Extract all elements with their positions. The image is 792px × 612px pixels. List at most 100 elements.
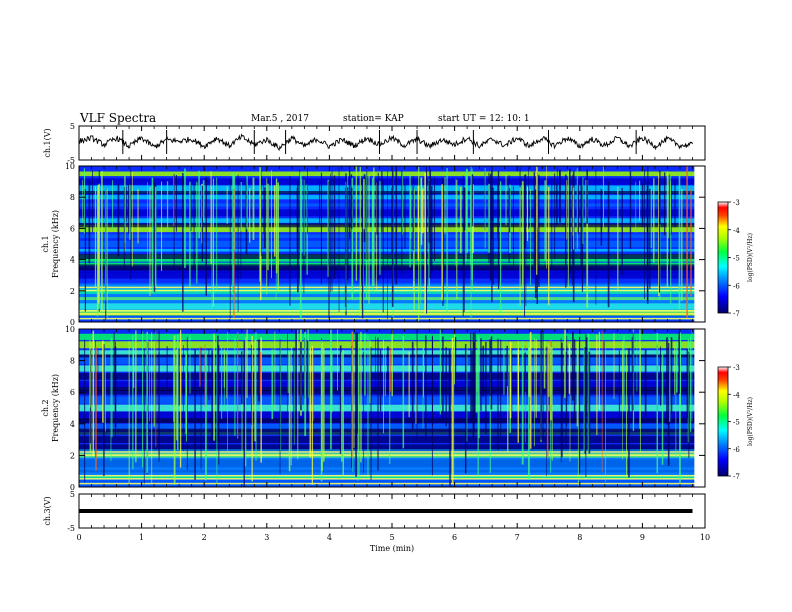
frequency-band [79, 309, 705, 316]
sferic-streak [259, 351, 262, 395]
y-tick-label: 5 [70, 122, 75, 131]
sferic-streak [678, 331, 680, 394]
sferic-streak [382, 180, 384, 313]
sferic-streak [389, 350, 391, 465]
sferic-streak [521, 341, 524, 465]
sferic-streak [304, 331, 307, 436]
sferic-streak [580, 176, 582, 270]
sferic-streak [669, 181, 671, 230]
sferic-streak [548, 186, 550, 306]
sferic-streak [678, 175, 681, 310]
sferic-streak [133, 346, 135, 388]
sferic-streak [674, 342, 676, 395]
sferic-streak [313, 347, 315, 421]
sferic-streak [289, 175, 291, 306]
sferic-streak [106, 188, 108, 318]
sferic-streak [441, 184, 443, 301]
sferic-streak [88, 181, 91, 264]
sferic-streak [196, 181, 198, 284]
sferic-streak [658, 172, 660, 297]
sferic-streak [560, 337, 562, 463]
sferic-streak [529, 332, 532, 449]
sferic-streak [497, 338, 499, 451]
sferic-streak [83, 168, 85, 234]
sferic-streak [511, 348, 513, 418]
sferic-streak [667, 342, 670, 467]
y-tick-label: 8 [70, 193, 75, 202]
sferic-streak [555, 182, 557, 227]
sferic-streak [459, 186, 462, 254]
data-gap [694, 329, 705, 487]
sferic-streak [288, 351, 291, 472]
sferic-streak [576, 168, 578, 249]
sferic-streak [649, 188, 651, 289]
sferic-streak [260, 337, 262, 463]
sferic-streak [254, 339, 256, 442]
frequency-band [79, 436, 705, 444]
sferic-streak [258, 339, 260, 402]
sferic-streak [669, 181, 671, 270]
sferic-streak [123, 186, 125, 269]
sferic-streak [402, 336, 405, 449]
sferic-streak [631, 337, 633, 422]
sferic-streak [264, 187, 266, 249]
sferic-streak [255, 332, 257, 461]
sferic-streak [550, 346, 552, 420]
ch2-colorbar-label: log(PSD)(V²/Hz) [747, 397, 754, 446]
sferic-streak [586, 179, 589, 308]
sferic-streak [198, 170, 200, 239]
sferic-streak [469, 184, 471, 265]
sferic-streak [323, 347, 325, 462]
ch3-voltage-ylabel: ch.3(V) [43, 496, 52, 525]
sferic-streak [573, 339, 576, 423]
sferic-streak [361, 179, 364, 319]
sferic-streak [173, 340, 175, 422]
sferic-streak [505, 173, 507, 226]
sferic-streak [489, 339, 491, 396]
sferic-streak [621, 187, 623, 275]
y-tick-label: 8 [70, 357, 75, 366]
sferic-streak [517, 349, 519, 443]
sferic-streak [259, 167, 261, 282]
sferic-streak [146, 331, 148, 473]
sferic-streak [565, 174, 567, 288]
sferic-streak [153, 177, 155, 242]
sferic-streak [596, 334, 598, 436]
sferic-streak [356, 332, 358, 434]
sferic-streak [147, 182, 148, 262]
sferic-streak [669, 338, 671, 422]
sferic-streak [260, 170, 262, 257]
sferic-streak [237, 174, 239, 313]
sferic-streak [189, 181, 191, 287]
sferic-streak [546, 166, 548, 269]
ch1-voltage-panel [78, 130, 693, 154]
sferic-streak [413, 188, 415, 311]
sferic-streak [521, 181, 524, 289]
sferic-streak [102, 340, 104, 423]
sferic-streak [482, 345, 485, 397]
sferic-streak [184, 168, 186, 268]
sferic-streak [554, 173, 556, 260]
sferic-streak [581, 185, 584, 292]
sferic-streak [142, 331, 144, 468]
sferic-streak [585, 337, 588, 417]
sferic-streak [375, 336, 376, 394]
sferic-streak [503, 341, 505, 395]
emission-line [79, 478, 705, 480]
sferic-streak [331, 170, 333, 292]
sferic-streak [422, 343, 425, 398]
sferic-streak [566, 180, 568, 240]
sferic-streak [369, 340, 371, 404]
sferic-streak [229, 178, 231, 319]
sferic-streak [103, 344, 105, 477]
sferic-streak [379, 181, 381, 275]
sferic-streak [556, 167, 558, 225]
sferic-streak [271, 349, 274, 420]
sferic-streak [561, 342, 563, 458]
sferic-streak [205, 177, 207, 296]
sferic-streak [112, 180, 114, 229]
data-gap [694, 166, 705, 322]
sferic-streak [444, 176, 446, 235]
sferic-streak [660, 346, 661, 406]
sferic-streak [178, 349, 180, 406]
